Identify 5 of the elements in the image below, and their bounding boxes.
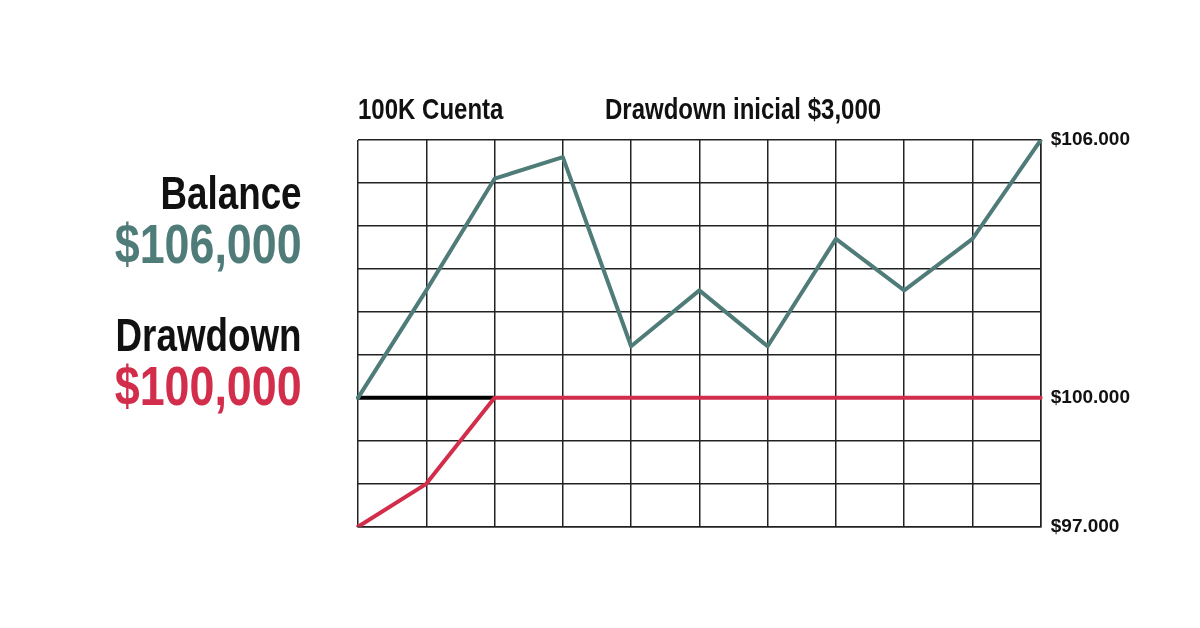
y-tick-label: $97.000 xyxy=(1050,515,1120,537)
text: 100K Cuenta xyxy=(358,92,504,126)
y-tick-label: $100.000 xyxy=(1050,386,1130,408)
y-tick-label: $106.000 xyxy=(1050,128,1130,150)
text: Drawdown inicial $3,000 xyxy=(605,92,882,126)
